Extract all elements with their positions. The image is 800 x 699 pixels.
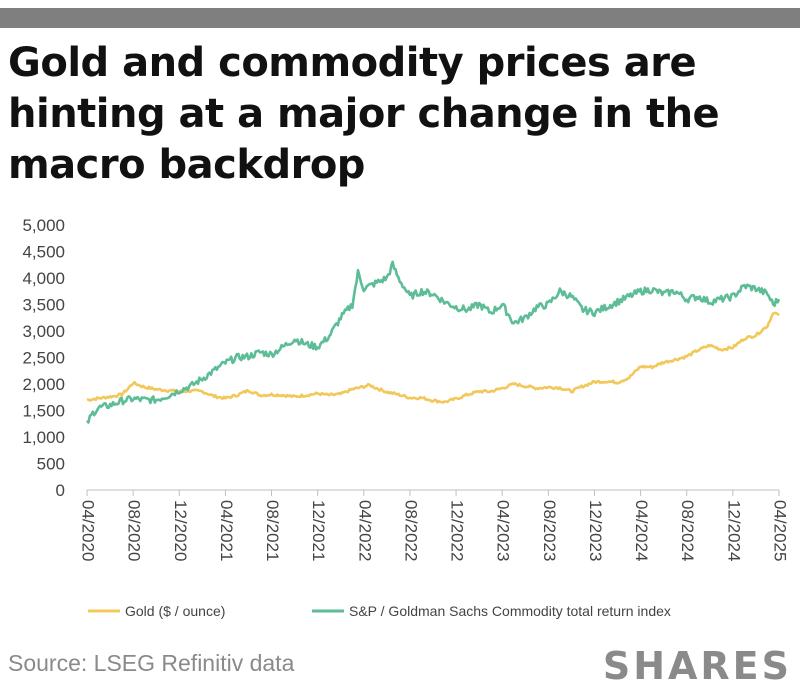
y-tick-label: 2,000 (22, 375, 65, 394)
chart-title: Gold and commodity prices are hinting at… (8, 40, 720, 188)
y-tick-label: 0 (56, 481, 65, 500)
y-tick-label: 3,500 (22, 296, 65, 315)
x-tick-label: 04/2021 (217, 500, 236, 561)
x-axis: 04/2020 08/2020 12/2020 04/2021 08/2021 12/20… (79, 489, 790, 561)
y-tick-label: 1,500 (22, 402, 65, 421)
x-tick-label: 08/2020 (125, 500, 144, 561)
shares-logo: SHARES (602, 644, 792, 688)
y-tick-label: 1,000 (22, 428, 65, 447)
series-line-commodity-index (85, 260, 781, 424)
x-tick-label: 12/2021 (309, 500, 328, 561)
source-note: Source: LSEG Refinitiv data (8, 650, 295, 676)
x-tick-label: 04/2020 (79, 500, 98, 561)
legend: Gold ($ / ounce) S&P / Goldman Sachs Comm… (88, 603, 671, 619)
header-rule (0, 8, 800, 28)
x-tick-label: 12/2024 (724, 500, 743, 561)
y-tick-label: 2,500 (22, 349, 65, 368)
legend-label: Gold ($ / ounce) (125, 603, 225, 619)
x-tick-label: 04/2023 (494, 500, 513, 561)
x-tick-label: 08/2022 (401, 500, 420, 561)
y-tick-label: 4,000 (22, 269, 65, 288)
line-chart: 0 500 1,000 1,500 2,000 2,500 3,000 3,500 4,000 4… (22, 216, 790, 619)
x-tick-label: 12/2022 (448, 500, 467, 561)
x-tick-label: 08/2024 (678, 500, 697, 561)
series-lines (85, 260, 781, 424)
y-tick-label: 500 (37, 455, 65, 474)
x-tick-label: 12/2023 (586, 500, 605, 561)
x-tick-label: 04/2024 (632, 500, 651, 561)
x-tick-label: 04/2025 (771, 500, 790, 561)
y-tick-label: 5,000 (22, 216, 65, 235)
y-axis: 0 500 1,000 1,500 2,000 2,500 3,000 3,500 4,000 4… (22, 216, 65, 500)
series-line-gold (86, 311, 780, 404)
legend-label: S&P / Goldman Sachs Commodity total retu… (349, 603, 671, 619)
x-tick-label: 08/2023 (540, 500, 559, 561)
x-tick-label: 08/2021 (263, 500, 282, 561)
x-tick-label: 12/2020 (171, 500, 190, 561)
x-tick-label: 04/2022 (355, 500, 374, 561)
y-tick-label: 4,500 (22, 243, 65, 262)
y-tick-label: 3,000 (22, 322, 65, 341)
